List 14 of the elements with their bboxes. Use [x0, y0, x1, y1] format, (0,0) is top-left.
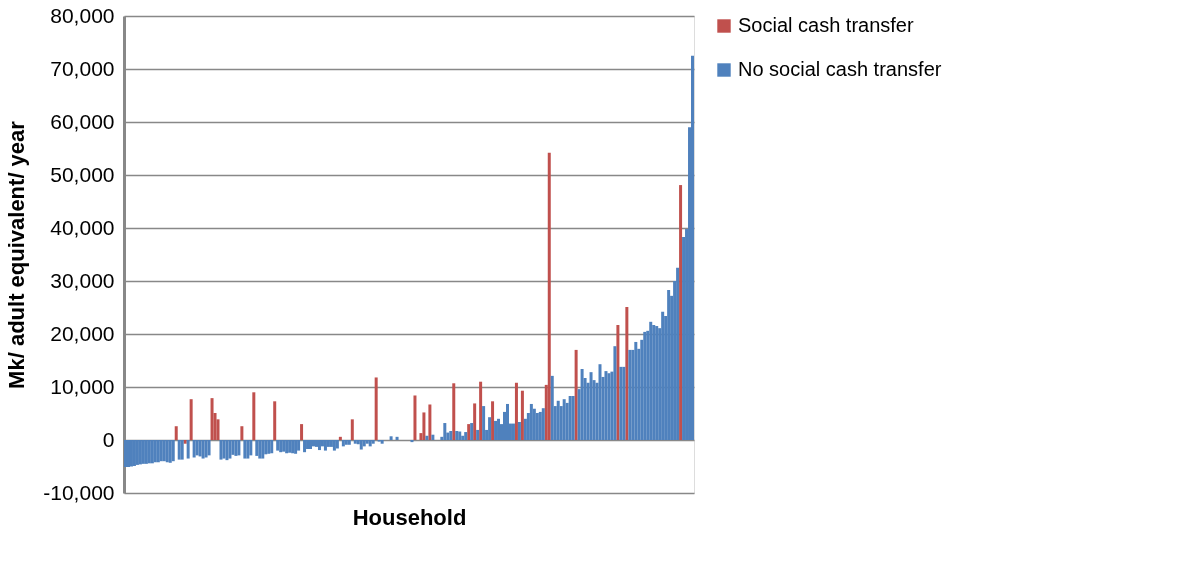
legend-label: No social cash transfer [738, 58, 942, 80]
y-tick-label: 0 [102, 427, 115, 451]
y-tick-label: 20,000 [50, 321, 115, 345]
y-tick-label: -10,000 [43, 480, 115, 504]
legend-label: Social cash transfer [738, 14, 914, 36]
y-tick-label: 10,000 [50, 374, 115, 398]
y-tick-label: 80,000 [50, 3, 115, 27]
y-tick-label: 40,000 [50, 215, 115, 239]
y-tick-label: 50,000 [50, 162, 115, 186]
y-tick-label: 60,000 [50, 109, 115, 133]
y-axis-title: Mk/ adult equivalent/ year [4, 120, 30, 389]
y-tick-label: 70,000 [50, 56, 115, 80]
x-axis-title: Household [352, 504, 467, 530]
y-tick-label: 30,000 [50, 268, 115, 292]
